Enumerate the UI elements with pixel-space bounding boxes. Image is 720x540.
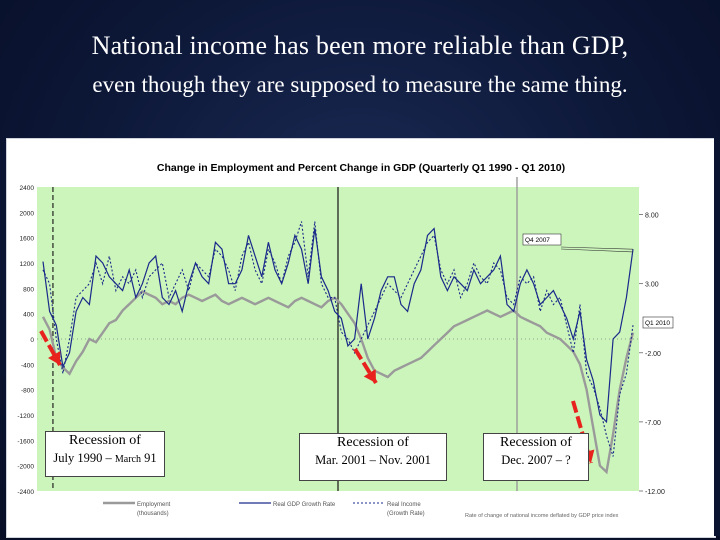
recession-range: July 1990 – March 91 bbox=[53, 451, 157, 465]
series-line-real-gdp-growth-rate bbox=[42, 227, 634, 424]
callout-label: Q1 2010 bbox=[645, 320, 670, 327]
callout-leader bbox=[560, 248, 634, 253]
recession-title: Recession of bbox=[500, 435, 572, 450]
chart-panel: Change in Employment and Percent Change … bbox=[6, 138, 716, 538]
y-left-tick-label: 2400 bbox=[20, 185, 35, 192]
legend-label: (Growth Rate) bbox=[387, 511, 425, 517]
chart-title: Change in Employment and Percent Change … bbox=[157, 162, 565, 174]
callout-box bbox=[642, 316, 674, 329]
y-right-tick-label: -2.00 bbox=[645, 351, 661, 358]
y-right-tick-label: -12.00 bbox=[645, 489, 665, 496]
y-left-tick-label: 2000 bbox=[20, 210, 35, 217]
recession-title: Recession of bbox=[69, 433, 141, 448]
legend-label: Real Income bbox=[387, 502, 421, 508]
y-left-tick-label: 400 bbox=[23, 312, 34, 319]
y-right-tick-label: -7.00 bbox=[645, 420, 661, 427]
legend-label: (thousands) bbox=[137, 511, 169, 517]
recession-title: Recession of bbox=[337, 435, 409, 450]
red-arrow-head bbox=[48, 351, 61, 365]
callout-box bbox=[522, 233, 562, 246]
recession-box-2007: Recession of Dec. 2007 – ? bbox=[483, 433, 589, 481]
y-left-tick-label: 0 bbox=[30, 337, 34, 344]
recession-box-1990: Recession of July 1990 – March 91 bbox=[45, 431, 165, 477]
y-left-tick-label: -1200 bbox=[17, 413, 34, 420]
slide-subtitle: even though they are supposed to measure… bbox=[92, 72, 628, 97]
y-right-tick-label: 3.00 bbox=[645, 282, 659, 289]
y-left-tick-label: 1200 bbox=[20, 261, 35, 268]
recession-range: Mar. 2001 – Nov. 2001 bbox=[315, 453, 431, 467]
y-left-tick-label: 1600 bbox=[20, 236, 35, 243]
callout-label: Q4 2007 bbox=[525, 237, 550, 244]
recession-range: Dec. 2007 – ? bbox=[501, 453, 571, 467]
recession-box-2001: Recession of Mar. 2001 – Nov. 2001 bbox=[299, 433, 447, 481]
series-line-real-income bbox=[42, 221, 634, 457]
legend-label: Real GDP Growth Rate bbox=[273, 502, 336, 508]
y-left-tick-label: -2400 bbox=[17, 489, 34, 496]
y-left-tick-label: 800 bbox=[23, 286, 34, 293]
y-right-tick-label: 8.00 bbox=[645, 213, 659, 220]
slide-title: National income has been more reliable t… bbox=[91, 31, 629, 60]
slide-edge bbox=[714, 138, 720, 536]
y-left-tick-label: -1600 bbox=[17, 438, 34, 445]
legend-note: Rate of change of national income deflat… bbox=[465, 513, 619, 519]
y-left-tick-label: -2000 bbox=[17, 464, 34, 471]
y-left-tick-label: -800 bbox=[21, 388, 34, 395]
callout-leader bbox=[560, 246, 634, 250]
red-arrow-head bbox=[363, 369, 376, 383]
y-left-tick-label: -400 bbox=[21, 362, 34, 369]
legend-label: Employment bbox=[137, 502, 171, 508]
